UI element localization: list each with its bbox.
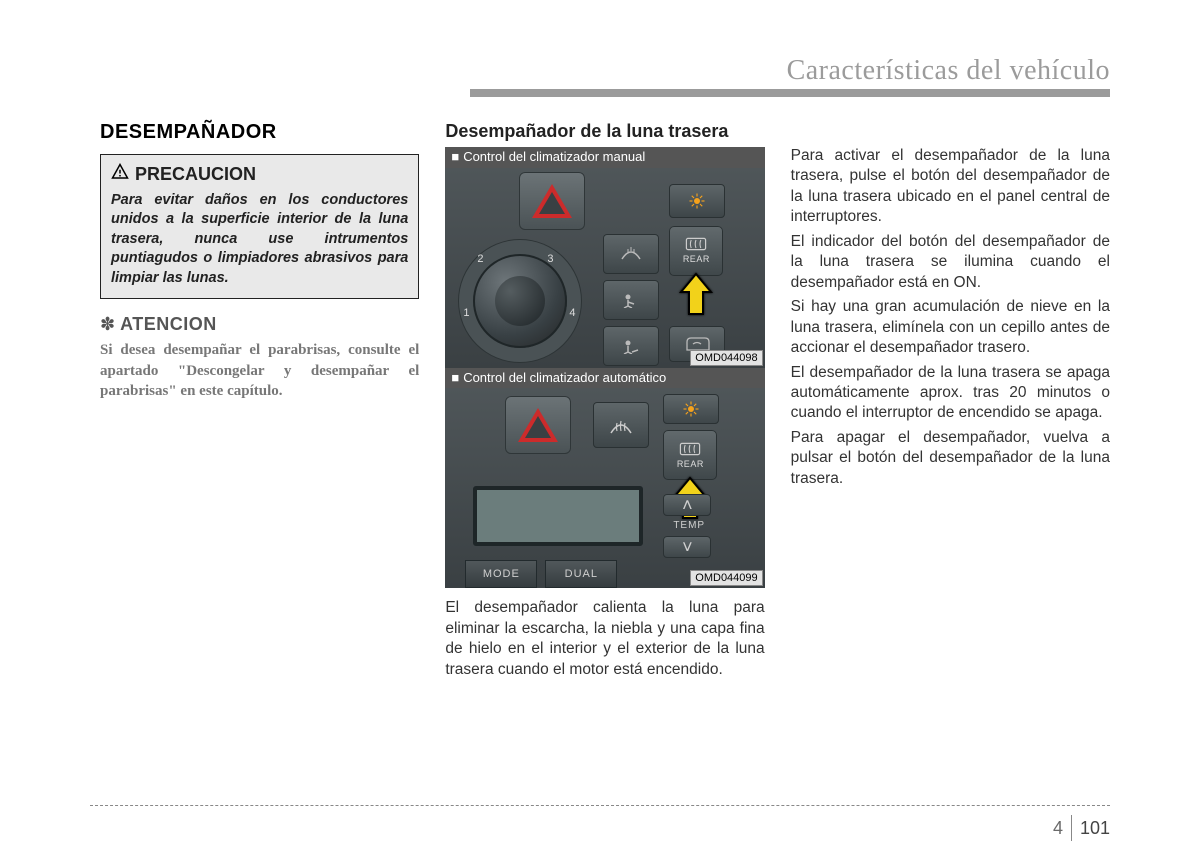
- page-number-value: 101: [1080, 818, 1110, 839]
- figure1-code: OMD044098: [690, 350, 762, 366]
- rear-defogger-heading: Desempañador de la luna trasera: [445, 120, 764, 143]
- footer-rule: [90, 805, 1110, 806]
- dual-label: DUAL: [565, 567, 598, 581]
- col2-paragraph: El desempañador calienta la luna para el…: [445, 598, 764, 680]
- col3-p1: Para activar el desempañador de la luna …: [791, 146, 1110, 228]
- figure-manual-climate: 1 2 3 4 REAR: [445, 168, 764, 368]
- attention-star-icon: ✽: [100, 314, 115, 334]
- square-bullet-icon: ■: [451, 370, 459, 385]
- mode-button-1: [603, 234, 659, 274]
- callout-arrow-icon: [679, 272, 709, 312]
- sun-indicator: [663, 394, 719, 424]
- hazard-triangle-icon: [518, 408, 558, 442]
- temp-label: TEMP: [673, 520, 705, 533]
- attention-body: Si desea desempañar el parabrisas, consu…: [100, 340, 419, 401]
- figure1-caption-text: Control del climatizador manual: [463, 149, 645, 164]
- column-2: Desempañador de la luna trasera ■ Control…: [445, 120, 764, 771]
- lcd-display: [473, 486, 643, 546]
- figure1-caption: ■ Control del climatizador manual: [445, 147, 764, 168]
- mode-button-2: [603, 280, 659, 320]
- dial-tick-3: 3: [547, 252, 553, 266]
- hazard-triangle-icon: [532, 184, 572, 218]
- col3-p5: Para apagar el desempañador, vuelva a pu…: [791, 428, 1110, 489]
- section-title: DESEMPAÑADOR: [100, 120, 419, 146]
- chapter-number: 4: [1053, 818, 1063, 839]
- sun-indicator: [669, 184, 725, 218]
- rear-defrost-button: REAR: [663, 430, 717, 480]
- dial-tick-2: 2: [477, 252, 483, 266]
- manual-page: Características del vehículo DESEMPAÑADO…: [0, 0, 1200, 861]
- caution-body: Para evitar daños en los conductores uni…: [111, 191, 408, 289]
- page-number: 4 101: [1053, 815, 1110, 841]
- figure-auto-climate: REAR ˄ TEMP ˅ MODE DUAL OMD044099: [445, 388, 764, 588]
- dial-tick-1: 1: [463, 306, 469, 320]
- caution-heading: PRECAUCION: [111, 163, 408, 187]
- warning-icon: [111, 163, 129, 187]
- col3-p4: El desempañador de la luna trasera se ap…: [791, 363, 1110, 424]
- column-1: DESEMPAÑADOR PRECAUCION Para evitar daño…: [100, 120, 419, 771]
- temp-down-button: ˅: [663, 536, 711, 558]
- hazard-button: [519, 172, 585, 230]
- mode-button: MODE: [465, 560, 537, 588]
- content-columns: DESEMPAÑADOR PRECAUCION Para evitar daño…: [100, 120, 1110, 771]
- chevron-down-icon: ˅: [682, 538, 693, 556]
- fan-dial: [473, 254, 567, 348]
- col3-p2: El indicador del botón del desempañador …: [791, 232, 1110, 293]
- chevron-up-icon: ˄: [682, 496, 693, 514]
- figure2-code: OMD044099: [690, 570, 762, 586]
- chapter-rule: [470, 89, 1110, 97]
- chapter-title: Características del vehículo: [470, 55, 1110, 87]
- col3-p3: Si hay una gran acumulación de nieve en …: [791, 297, 1110, 358]
- figure2-caption: ■ Control del climatizador automático: [445, 368, 764, 389]
- rear-label: REAR: [677, 459, 704, 471]
- square-bullet-icon: ■: [451, 149, 459, 164]
- attention-heading: ✽ ATENCION: [100, 313, 419, 336]
- figure2-caption-text: Control del climatizador automático: [463, 370, 666, 385]
- temp-up-button: ˄: [663, 494, 711, 516]
- mode-button-3: [603, 326, 659, 366]
- dual-button: DUAL: [545, 560, 617, 588]
- column-3: Para activar el desempañador de la luna …: [791, 120, 1110, 771]
- rear-label: REAR: [683, 254, 710, 266]
- mode-label: MODE: [483, 567, 520, 581]
- attention-label: ATENCION: [120, 314, 217, 334]
- rear-defrost-button: REAR: [669, 226, 723, 276]
- hazard-button: [505, 396, 571, 454]
- front-defrost-button: [593, 402, 649, 448]
- chapter-header: Características del vehículo: [470, 55, 1110, 97]
- caution-box: PRECAUCION Para evitar daños en los cond…: [100, 154, 419, 300]
- caution-label: PRECAUCION: [135, 163, 256, 186]
- page-number-divider: [1071, 815, 1072, 841]
- dial-tick-4: 4: [569, 306, 575, 320]
